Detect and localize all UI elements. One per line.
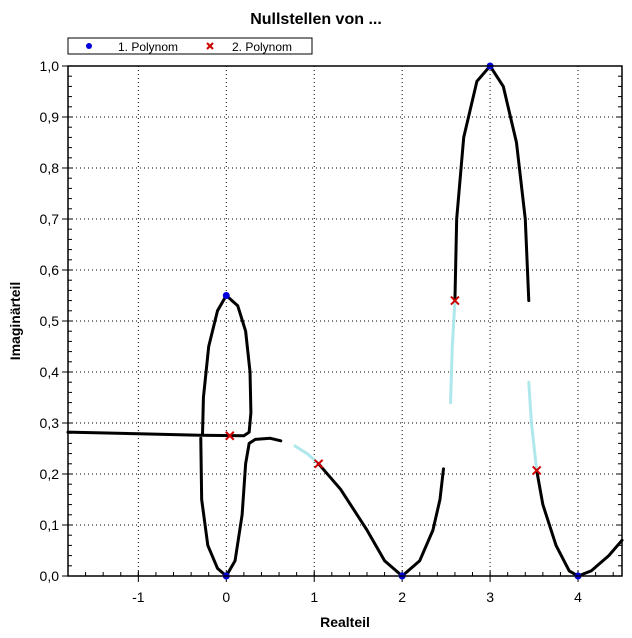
x-tick-label: 3	[486, 589, 494, 605]
locus-curve	[199, 436, 283, 578]
x-tick-label: 0	[222, 589, 230, 605]
chart-title: Nullstellen von ...	[250, 11, 382, 28]
y-tick-label: 0,2	[40, 466, 60, 482]
locus-curve	[66, 294, 253, 438]
y-tick-label: 0,4	[40, 364, 60, 380]
legend-x-icon	[206, 42, 214, 50]
y-tick-label: 0,1	[40, 517, 60, 533]
x-tick-label: -1	[132, 589, 145, 605]
legend: 1. Polynom 2. Polynom	[67, 37, 313, 55]
root-x-polynom-2	[450, 295, 460, 306]
y-tick-label: 0,0	[40, 568, 60, 584]
x-stroke	[225, 431, 235, 441]
y-tick-label: 0,3	[40, 415, 60, 431]
locus-curve	[317, 462, 445, 578]
locus-curve	[453, 64, 531, 303]
y-tick-label: 0,9	[40, 109, 60, 125]
x-stroke	[313, 459, 324, 469]
root-dot-polynom-1	[222, 292, 230, 299]
locus-curve	[527, 380, 539, 472]
plot-frame	[67, 65, 623, 577]
y-tick-label: 0,5	[40, 313, 60, 329]
axis-ticks: -1 0 1 2 3 4 0,0 0,1 0,2 0,3 0,4 0,5 0,6 0,7 0,8 0,9 1,0	[40, 58, 622, 605]
root-markers	[222, 62, 582, 580]
y-tick-label: 0,8	[40, 160, 60, 176]
x-axis-label: Realteil	[320, 614, 370, 630]
grid	[68, 66, 622, 576]
legend-box	[67, 37, 313, 55]
root-x-polynom-2	[225, 431, 235, 441]
legend-dot-icon	[86, 43, 92, 49]
root-x-polynom-2	[531, 465, 542, 476]
y-tick-label: 0,6	[40, 262, 60, 278]
x-tick-label: 2	[398, 589, 406, 605]
x-tick-label: 4	[574, 589, 582, 605]
legend-label-2: 2. Polynom	[232, 40, 292, 54]
x-tick-label: 1	[310, 589, 318, 605]
y-axis-label: Imaginärteil	[7, 282, 23, 361]
legend-label-1: 1. Polynom	[118, 40, 178, 54]
root-x-polynom-2	[313, 459, 324, 469]
y-tick-label: 1,0	[40, 58, 60, 74]
locus-curve	[535, 468, 624, 578]
x-stroke	[450, 295, 460, 306]
locus-curve	[449, 299, 457, 405]
x-stroke	[531, 465, 542, 476]
y-tick-label: 0,7	[40, 211, 60, 227]
